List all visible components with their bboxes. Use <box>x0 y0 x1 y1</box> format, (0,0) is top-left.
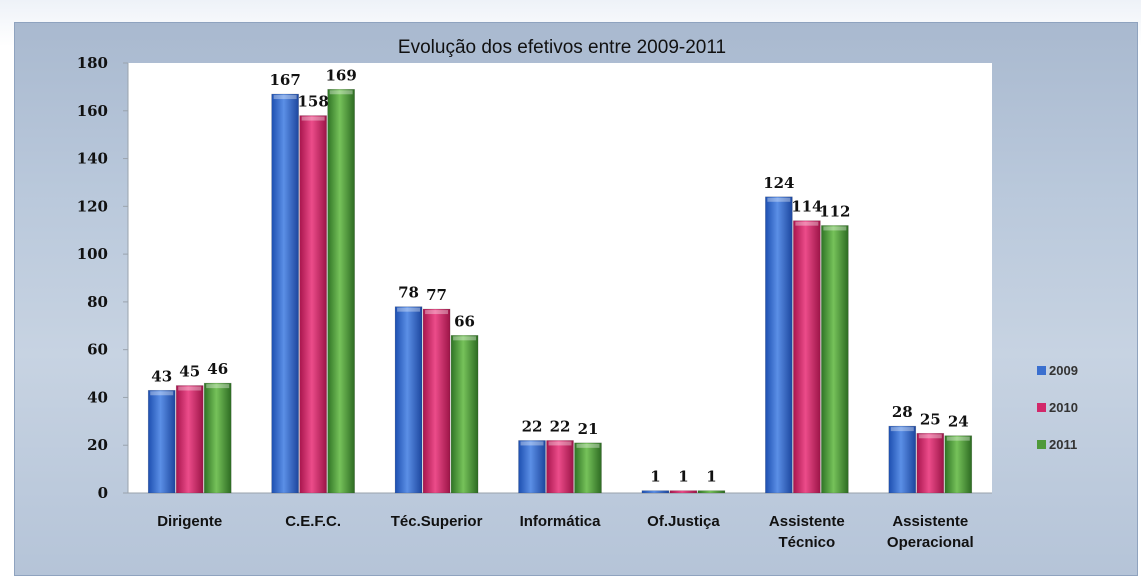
data-label: 24 <box>948 413 969 431</box>
data-label: 77 <box>426 286 447 304</box>
data-label: 46 <box>207 360 228 378</box>
bar-2009 <box>394 306 423 494</box>
data-label: 124 <box>763 174 794 192</box>
bar-2011 <box>944 435 973 494</box>
bar-2011 <box>821 225 849 494</box>
bar-2010 <box>669 490 698 494</box>
data-label: 28 <box>892 403 913 421</box>
bar-highlight <box>946 436 970 441</box>
bar-2009 <box>888 425 917 494</box>
bar-highlight <box>178 386 202 391</box>
y-tick-label: 0 <box>98 484 108 502</box>
legend-label: 2010 <box>1049 400 1078 415</box>
data-label: 22 <box>522 417 543 435</box>
data-label: 169 <box>325 66 356 84</box>
x-tick-label: Téc.Superior <box>391 513 483 530</box>
bar-highlight <box>795 221 819 226</box>
y-tick-label: 160 <box>77 102 108 120</box>
x-tick-label: Dirigente <box>157 513 222 530</box>
data-label: 21 <box>578 420 599 438</box>
legend-swatch <box>1037 366 1046 375</box>
x-tick-label: Operacional <box>887 534 974 551</box>
bar-highlight <box>206 384 230 389</box>
data-label: 1 <box>650 468 660 486</box>
x-tick-label: Assistente <box>769 513 845 530</box>
x-tick-label: C.E.F.C. <box>285 513 341 530</box>
bar-2010 <box>422 308 451 494</box>
x-tick-label: Of.Justiça <box>647 513 720 530</box>
bar-2010 <box>546 440 574 494</box>
bar-highlight <box>520 441 544 446</box>
legend-swatch <box>1037 403 1046 412</box>
bar-2009 <box>641 490 670 494</box>
legend-label: 2009 <box>1049 363 1078 378</box>
bar-2011 <box>574 442 602 494</box>
bar-highlight <box>425 310 449 315</box>
data-label: 1 <box>678 468 688 486</box>
bar-highlight <box>918 434 942 439</box>
data-label: 158 <box>297 93 328 111</box>
data-label: 78 <box>398 284 419 302</box>
bar-highlight <box>453 336 477 341</box>
data-label: 114 <box>791 198 822 216</box>
y-tick-label: 120 <box>77 197 108 215</box>
data-label: 22 <box>550 417 571 435</box>
bar-2009 <box>271 93 299 494</box>
data-label: 66 <box>454 312 475 330</box>
bar-highlight <box>273 95 297 100</box>
bar-2009 <box>765 196 793 494</box>
legend-swatch <box>1037 440 1046 449</box>
bar-2010 <box>793 220 821 494</box>
bar-2009 <box>147 389 176 494</box>
data-label: 43 <box>151 367 172 385</box>
data-label: 167 <box>269 71 300 89</box>
bar-2010 <box>175 385 204 494</box>
data-label: 45 <box>179 363 200 381</box>
data-label: 112 <box>819 202 850 220</box>
bar-highlight <box>548 441 572 446</box>
bar-2010 <box>299 115 327 494</box>
x-tick-label: Assistente <box>892 513 968 530</box>
bar-2010 <box>916 432 945 494</box>
bar-highlight <box>397 307 421 312</box>
y-tick-label: 180 <box>77 54 108 72</box>
bar-2011 <box>327 88 355 494</box>
bar-highlight <box>823 226 847 231</box>
bar-highlight <box>301 116 325 121</box>
bar-2011 <box>697 490 726 494</box>
data-label: 1 <box>706 468 716 486</box>
chart-title: Evolução dos efetivos entre 2009-2011 <box>398 37 726 58</box>
y-tick-label: 100 <box>77 245 108 263</box>
x-tick-label: Informática <box>520 513 602 530</box>
y-tick-label: 40 <box>87 388 108 406</box>
bar-highlight <box>150 391 174 396</box>
bar-2011 <box>203 382 232 494</box>
y-tick-label: 140 <box>77 150 108 168</box>
y-tick-label: 60 <box>87 341 108 359</box>
bar-highlight <box>576 443 600 448</box>
bar-highlight <box>767 197 791 202</box>
bar-highlight <box>329 90 353 95</box>
bar-highlight <box>890 427 914 432</box>
bar-2011 <box>450 335 479 494</box>
bar-2009 <box>518 440 546 494</box>
x-tick-label: Técnico <box>779 534 836 551</box>
y-tick-label: 20 <box>87 436 108 454</box>
data-label: 25 <box>920 410 941 428</box>
y-tick-label: 80 <box>87 293 108 311</box>
legend-label: 2011 <box>1049 437 1077 452</box>
